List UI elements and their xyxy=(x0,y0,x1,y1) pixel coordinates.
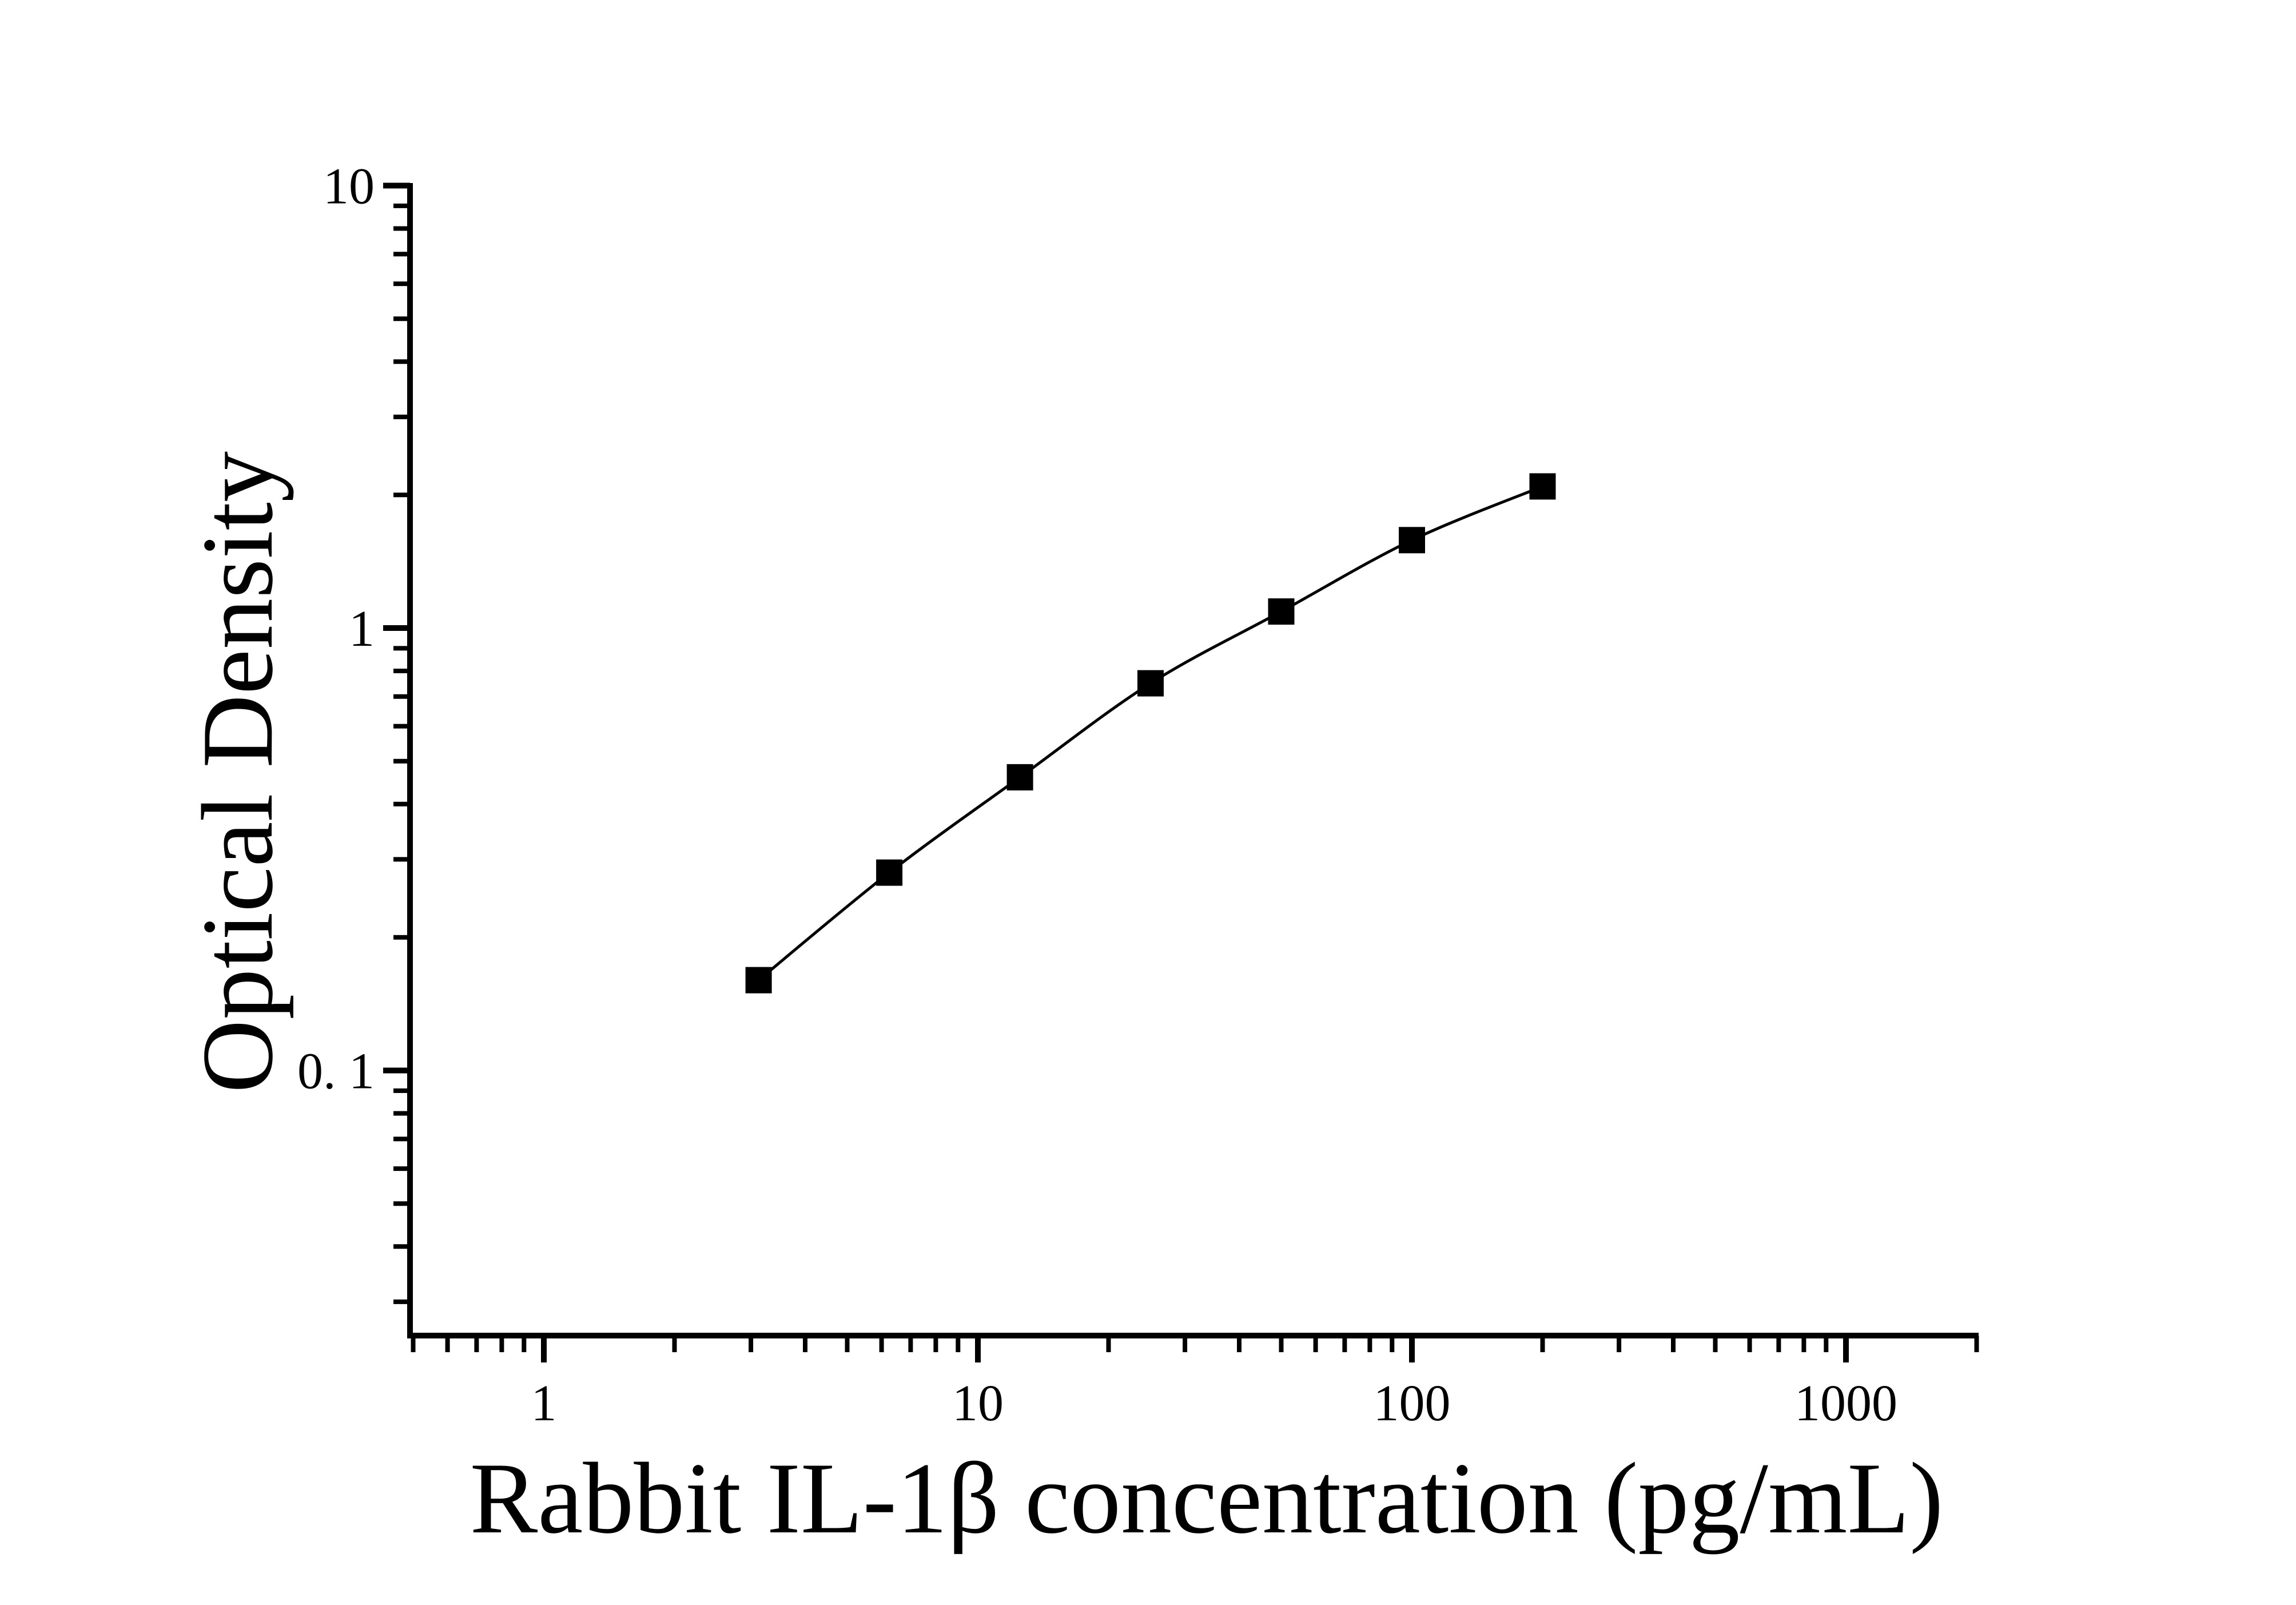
y-tick-label-1: 1 xyxy=(349,601,375,657)
standard-curve-line xyxy=(758,485,1543,982)
data-point-marker-5 xyxy=(1399,527,1425,554)
data-point-marker-2 xyxy=(1006,764,1033,790)
x-axis-title: Rabbit IL-1β concentration (pg/mL) xyxy=(469,1441,1944,1555)
x-tick-label-1000: 1000 xyxy=(1794,1375,1897,1432)
data-point-marker-3 xyxy=(1137,670,1164,697)
data-point-marker-1 xyxy=(876,859,903,886)
data-point-marker-4 xyxy=(1268,598,1295,625)
y-tick-label-10: 10 xyxy=(323,158,375,215)
x-tick-label-10: 10 xyxy=(952,1375,1004,1432)
x-tick-label-100: 100 xyxy=(1374,1375,1451,1432)
data-point-marker-0 xyxy=(745,967,772,994)
x-tick-label-1: 1 xyxy=(531,1375,557,1432)
data-point-marker-6 xyxy=(1529,473,1556,500)
y-tick-label-0.1: 0. 1 xyxy=(297,1043,375,1100)
y-axis-title: Optical Density xyxy=(181,451,294,1094)
